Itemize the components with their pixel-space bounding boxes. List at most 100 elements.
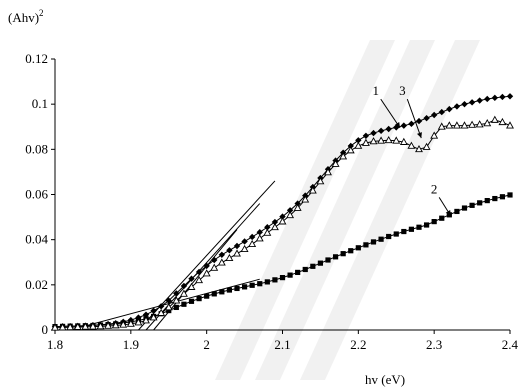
data-point [233, 242, 241, 250]
data-point [88, 322, 97, 330]
y-axis-label: (Ahv)2 [8, 8, 44, 25]
data-point [195, 275, 204, 284]
data-point [111, 321, 120, 329]
data-point [157, 303, 165, 310]
tangent-line [70, 278, 260, 331]
data-point [66, 322, 75, 331]
data-point [173, 304, 179, 311]
data-point [157, 308, 166, 316]
data-point [499, 194, 506, 200]
x-tick-label: 2.2 [350, 337, 366, 352]
data-point [150, 307, 157, 315]
data-point [392, 136, 401, 144]
data-point [173, 290, 180, 297]
data-point [188, 275, 195, 282]
data-point [407, 141, 416, 149]
data-point [211, 256, 218, 264]
data-point [370, 239, 377, 245]
data-point [362, 132, 370, 139]
data-point [149, 313, 158, 321]
tangent-line [153, 229, 238, 331]
data-point [225, 253, 234, 262]
data-point [331, 159, 340, 167]
data-point [415, 117, 423, 125]
data-point [264, 224, 271, 231]
data-point [249, 282, 255, 288]
data-point [431, 219, 437, 225]
data-point [203, 262, 210, 270]
y-ticks: 0 0.02 0.04 0.06 0.08 0.1 0.12 [25, 51, 55, 337]
data-point [332, 254, 339, 260]
data-point [430, 131, 439, 139]
data-point [377, 127, 385, 135]
data-point [346, 146, 355, 154]
x-ticks: 1.8 1.9 2 2.1 2.2 2.3 2.4 [47, 330, 519, 352]
data-point [263, 228, 272, 236]
data-point [423, 114, 430, 122]
data-point [248, 239, 257, 248]
data-point [385, 125, 392, 133]
data-point [188, 298, 195, 304]
series-annotation-label: 2 [431, 181, 438, 196]
data-point [484, 197, 490, 204]
data-point [279, 213, 286, 220]
data-point [195, 268, 203, 276]
data-point [226, 247, 233, 254]
annotation-arrow [406, 98, 422, 139]
data-point [241, 284, 248, 290]
data-point [172, 296, 181, 304]
data-point [196, 296, 202, 302]
data-point [393, 231, 399, 237]
data-point [164, 303, 173, 311]
data-point [272, 277, 278, 283]
data-point [408, 226, 415, 232]
data-point [58, 323, 67, 331]
data-point [399, 137, 408, 145]
data-point [490, 115, 499, 123]
data-point [240, 244, 249, 253]
data-point [179, 289, 188, 297]
tangent-lines [70, 180, 276, 331]
y-tick-label: 0.04 [25, 232, 48, 247]
data-point [126, 319, 135, 327]
data-point [354, 141, 363, 149]
data-point [439, 215, 445, 221]
y-tick-label: 0.02 [25, 277, 48, 292]
data-point [483, 119, 492, 127]
data-point [477, 200, 483, 206]
data-point [469, 202, 475, 208]
y-tick-label: 0.12 [25, 51, 48, 66]
data-point [278, 217, 287, 225]
data-point [430, 111, 438, 119]
data-point [295, 269, 301, 276]
data-point [438, 108, 445, 116]
data-point [316, 177, 325, 185]
data-point [506, 93, 514, 100]
data-point [348, 248, 354, 254]
data-point [279, 275, 286, 281]
x-axis-label: hv (eV) [365, 372, 405, 387]
data-point [400, 122, 408, 129]
data-point [377, 136, 386, 144]
data-point [499, 93, 506, 101]
data-point [202, 269, 211, 277]
data-point [271, 218, 279, 226]
data-point [453, 103, 461, 110]
data-point [293, 203, 302, 211]
x-tick-label: 2.1 [274, 337, 290, 352]
data-point [384, 135, 393, 144]
x-tick-label: 2.3 [426, 337, 442, 352]
data-point [301, 195, 310, 203]
annotations: 1 3 2 [373, 83, 452, 217]
series-annotation-label: 3 [399, 83, 406, 98]
data-point [219, 289, 225, 295]
data-point [181, 301, 187, 307]
data-point [361, 138, 370, 146]
data-point [452, 121, 461, 129]
data-point [415, 145, 423, 153]
data-point [134, 318, 143, 326]
data-point [270, 222, 279, 231]
data-point [234, 285, 240, 292]
data-point [460, 121, 469, 129]
